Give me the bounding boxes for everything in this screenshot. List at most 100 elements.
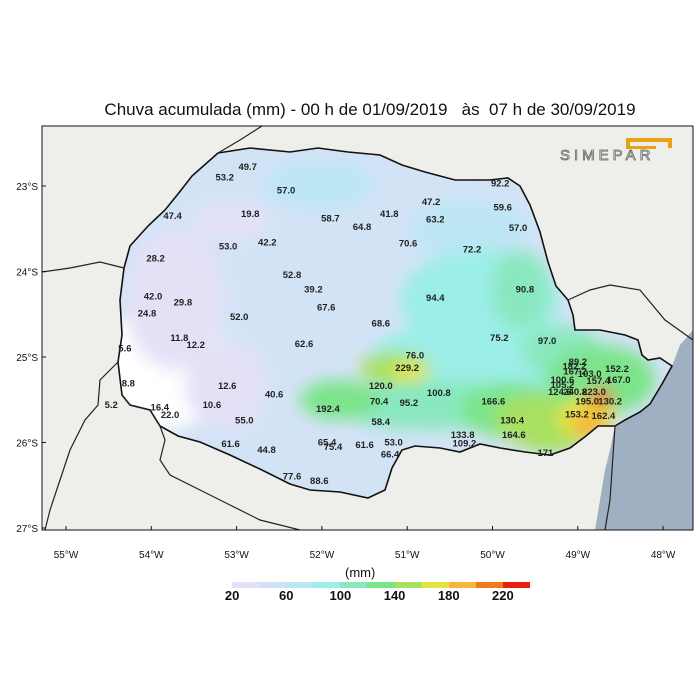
station-value: 195.0 bbox=[575, 397, 599, 408]
station-value: 75.4 bbox=[324, 442, 343, 453]
station-value: 229.2 bbox=[395, 363, 419, 374]
simepar-logo: SIMEPAR bbox=[560, 138, 672, 164]
lat-label: 24°S bbox=[16, 268, 38, 279]
station-value: 192.4 bbox=[316, 404, 340, 415]
lon-label: 54°W bbox=[139, 550, 164, 561]
station-value: 95.2 bbox=[400, 398, 419, 409]
station-value: 223.0 bbox=[582, 387, 606, 398]
station-value: 124.6 bbox=[548, 387, 572, 398]
station-value: 53.0 bbox=[219, 242, 238, 253]
legend-label: 220 bbox=[492, 588, 514, 603]
station-value: 52.0 bbox=[230, 312, 249, 323]
station-value: 64.8 bbox=[353, 222, 372, 233]
station-value: 100.6 bbox=[551, 375, 575, 386]
station-value: 24.8 bbox=[138, 308, 157, 319]
station-value: 70.4 bbox=[370, 397, 389, 408]
legend-label: 140 bbox=[383, 588, 406, 603]
station-value: 5.6 bbox=[118, 343, 131, 354]
station-value: 11.8 bbox=[170, 333, 188, 344]
lat-label: 25°S bbox=[16, 353, 38, 364]
station-value: 92.2 bbox=[491, 178, 510, 189]
station-value: 152.2 bbox=[605, 364, 629, 375]
station-value: 19.8 bbox=[241, 209, 260, 220]
lon-label: 51°W bbox=[395, 550, 420, 561]
station-value: 89.2 bbox=[569, 357, 588, 368]
station-value: 109.2 bbox=[453, 438, 477, 449]
map-title: Chuva acumulada (mm) - 00 h de 01/09/201… bbox=[104, 100, 636, 119]
station-value: 72.2 bbox=[463, 244, 482, 255]
station-value: 166.6 bbox=[482, 397, 506, 408]
station-value: 57.0 bbox=[277, 185, 296, 196]
lat-label: 23°S bbox=[16, 182, 38, 193]
legend-label: 180 bbox=[437, 588, 460, 603]
station-value: 76.0 bbox=[406, 350, 425, 361]
legend-label: 20 bbox=[224, 588, 240, 603]
station-value: 58.4 bbox=[372, 417, 391, 428]
lon-label: 50°W bbox=[480, 550, 505, 561]
legend-colorbar bbox=[205, 582, 530, 588]
station-value: 67.6 bbox=[317, 302, 336, 313]
station-value: 16.4 bbox=[151, 402, 170, 413]
station-value: 157.4 bbox=[586, 376, 610, 387]
station-value: 44.8 bbox=[257, 445, 276, 456]
station-value: 77.6 bbox=[283, 472, 302, 483]
station-value: 41.8 bbox=[380, 209, 399, 220]
lon-label: 55°W bbox=[54, 550, 79, 561]
station-value: 55.0 bbox=[235, 415, 254, 426]
station-value: 100.8 bbox=[427, 388, 451, 399]
map-frame bbox=[41, 125, 694, 531]
legend-color-swatch bbox=[313, 582, 341, 588]
station-value: 65.4 bbox=[318, 438, 337, 449]
station-value: 162.4 bbox=[592, 411, 616, 422]
rainfall-field bbox=[118, 160, 655, 452]
station-value: 171 bbox=[537, 448, 554, 459]
station-value: 90.8 bbox=[516, 285, 535, 296]
legend-color-swatch bbox=[205, 582, 233, 588]
station-value: 240.8 bbox=[563, 387, 587, 398]
lon-label: 48°W bbox=[651, 550, 676, 561]
legend-color-swatch bbox=[475, 582, 503, 588]
station-value: 52.8 bbox=[283, 270, 302, 281]
ocean bbox=[595, 330, 693, 530]
station-value: 105.2 bbox=[551, 380, 575, 391]
station-value: 68.6 bbox=[372, 319, 391, 330]
legend-color-swatch bbox=[286, 582, 314, 588]
lat-label: 27°S bbox=[16, 524, 38, 535]
station-value: 10.6 bbox=[203, 400, 222, 411]
border-lines bbox=[42, 126, 693, 530]
legend-color-swatch bbox=[394, 582, 422, 588]
station-value: 88.6 bbox=[310, 476, 329, 487]
station-value: 58.7 bbox=[321, 214, 340, 225]
axis-ticks: 23°S 24°S 25°S 26°S 27°S 55°W 54°W 53°W 52°W 51°W… bbox=[16, 182, 676, 561]
station-value: 57.0 bbox=[509, 223, 528, 234]
legend-color-swatch bbox=[232, 582, 260, 588]
station-value: 63.2 bbox=[426, 214, 445, 225]
station-value: 164.6 bbox=[502, 430, 526, 441]
lon-label: 49°W bbox=[566, 550, 591, 561]
station-value: 70.6 bbox=[399, 238, 418, 249]
lat-label: 26°S bbox=[16, 439, 38, 450]
station-value: 42.2 bbox=[258, 237, 277, 248]
legend-label: 60 bbox=[279, 588, 294, 603]
legend-color-swatch bbox=[340, 582, 368, 588]
legend-label: 100 bbox=[329, 588, 352, 603]
station-value: 12.2 bbox=[186, 340, 205, 351]
station-value: 53.0 bbox=[384, 438, 403, 449]
station-value: 61.6 bbox=[221, 439, 240, 450]
legend-unit: (mm) bbox=[345, 565, 376, 580]
legend-color-swatch bbox=[259, 582, 287, 588]
station-value: 39.2 bbox=[304, 285, 323, 296]
legend-color-swatch bbox=[448, 582, 476, 588]
station-value: 59.6 bbox=[493, 202, 512, 213]
station-value: 103.0 bbox=[578, 369, 602, 380]
station-value: 49.7 bbox=[238, 162, 257, 173]
station-value: 8.8 bbox=[122, 379, 135, 390]
station-value: 22.0 bbox=[161, 410, 180, 421]
simepar-logo-text: SIMEPAR bbox=[560, 147, 654, 164]
station-value: 133.8 bbox=[451, 430, 475, 441]
station-value: 97.0 bbox=[538, 336, 557, 347]
station-value: 40.6 bbox=[265, 390, 284, 401]
station-value: 167.0 bbox=[607, 375, 631, 386]
station-value: 120.0 bbox=[369, 381, 393, 392]
